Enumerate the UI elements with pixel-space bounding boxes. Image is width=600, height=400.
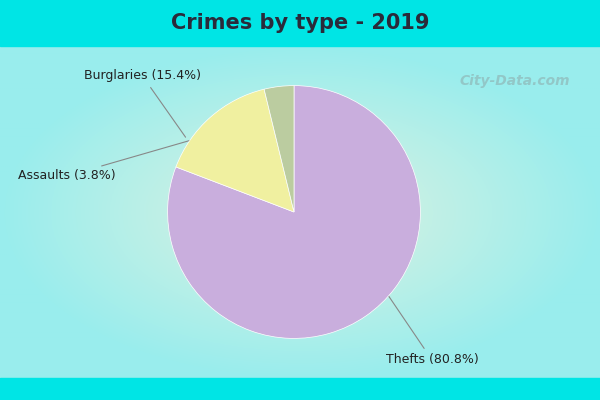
Wedge shape <box>167 86 421 338</box>
Text: Thefts (80.8%): Thefts (80.8%) <box>386 294 478 366</box>
Bar <box>0 0 600 46</box>
Text: Crimes by type - 2019: Crimes by type - 2019 <box>171 13 429 33</box>
Bar <box>0 378 600 400</box>
Text: Burglaries (15.4%): Burglaries (15.4%) <box>84 70 201 137</box>
Text: Assaults (3.8%): Assaults (3.8%) <box>18 117 272 182</box>
Wedge shape <box>176 89 294 212</box>
Wedge shape <box>264 86 294 212</box>
Text: City-Data.com: City-Data.com <box>460 74 570 88</box>
